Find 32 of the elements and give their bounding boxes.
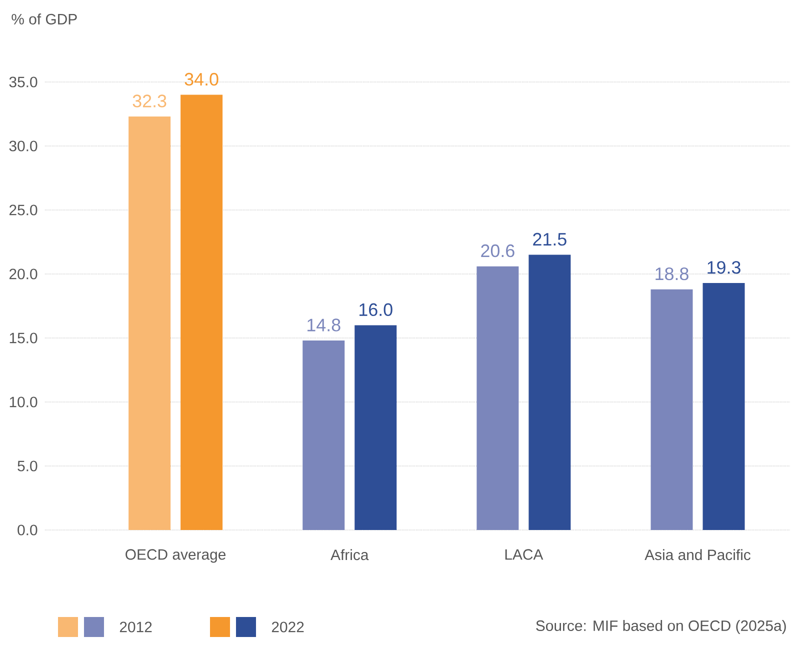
y-axis-title: % of GDP: [12, 14, 77, 24]
x-tick-label: LACA: [505, 549, 544, 560]
data-label: 34.0: [184, 72, 218, 86]
data-label: 32.3: [132, 94, 166, 108]
y-tick-label: 30.0: [9, 140, 38, 152]
y-tick-label: 5.0: [18, 460, 38, 472]
x-tick-label: OECD average: [126, 549, 226, 563]
bar: [528, 254, 571, 530]
bar: [354, 325, 397, 530]
data-label: 20.6: [481, 244, 514, 258]
x-tick-label: Asia and Pacific: [644, 549, 750, 560]
bar: [476, 266, 519, 530]
y-tick-label: 20.0: [9, 268, 38, 280]
data-label: 19.3: [708, 261, 740, 274]
y-tick-label: 10.0: [10, 396, 38, 408]
data-label: 16.0: [360, 303, 392, 316]
bar: [302, 340, 345, 530]
data-label: 18.8: [656, 267, 688, 280]
y-tick-label: 0.0: [18, 524, 38, 536]
data-label: 21.5: [533, 232, 566, 246]
bar: [702, 282, 745, 530]
x-tick-label: Africa: [330, 549, 369, 560]
bar: [128, 116, 171, 530]
legend-label: 2012: [120, 622, 152, 632]
data-label: 14.8: [308, 318, 340, 332]
bar: [650, 289, 693, 530]
y-tick-label: 25.0: [9, 204, 38, 216]
y-tick-label: 35.0: [9, 76, 38, 88]
legend-label: 2022: [272, 622, 304, 632]
bar: [180, 94, 223, 530]
y-tick-label: 15.0: [10, 332, 38, 344]
source-note: Source: MIF based on OECD (2025a): [536, 620, 786, 634]
